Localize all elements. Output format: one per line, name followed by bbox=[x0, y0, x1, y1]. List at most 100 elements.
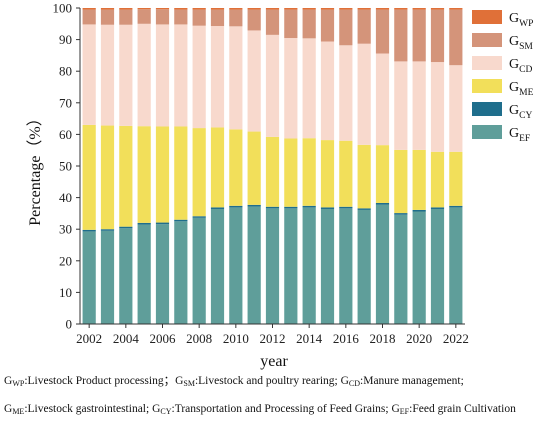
bar-ef-2008 bbox=[192, 217, 206, 324]
bar-sm-2006 bbox=[155, 9, 170, 25]
bar-cd-2022 bbox=[449, 65, 463, 152]
bar-wp-2009 bbox=[210, 8, 225, 10]
bar-me-2008 bbox=[192, 128, 206, 217]
bar-me-2016 bbox=[339, 140, 353, 207]
bar-me-2012 bbox=[265, 136, 280, 207]
bar-sm-2011 bbox=[247, 9, 261, 31]
bar-cy-2010 bbox=[229, 205, 243, 208]
caption-term-me: GME:Livestock gastrointestinal; bbox=[4, 403, 153, 416]
bar-sm-2012 bbox=[265, 9, 280, 35]
bar-wp-2017 bbox=[357, 8, 371, 10]
x-tick-label: 2018 bbox=[370, 331, 396, 346]
bar-cd-2006 bbox=[155, 24, 170, 127]
caption-term-ef: GEF:Feed grain Cultivation bbox=[391, 403, 516, 416]
bar-me-2007 bbox=[174, 126, 188, 220]
x-tick-label: 2006 bbox=[150, 331, 177, 346]
x-tick-label: 2010 bbox=[223, 331, 249, 346]
bar-me-2003 bbox=[100, 125, 115, 230]
bar-wp-2008 bbox=[192, 8, 206, 10]
bar-cd-2014 bbox=[302, 38, 316, 139]
legend-swatch-me bbox=[472, 79, 502, 93]
bar-cy-2015 bbox=[320, 207, 335, 209]
caption-term-sm: GSM:Livestock and poultry rearing; bbox=[175, 375, 341, 388]
bar-me-2021 bbox=[430, 151, 445, 208]
bar-wp-2015 bbox=[320, 8, 335, 10]
bar-cd-2013 bbox=[284, 38, 298, 139]
bar-ef-2014 bbox=[302, 207, 316, 324]
legend-label-sm: GSM bbox=[509, 34, 533, 52]
bar-cy-2002 bbox=[82, 229, 96, 232]
bar-cd-2012 bbox=[265, 34, 280, 137]
bar-sm-2008 bbox=[192, 9, 206, 26]
bar-sm-2022 bbox=[449, 9, 463, 66]
bar-sm-2003 bbox=[100, 9, 115, 25]
bar-cd-2017 bbox=[357, 43, 371, 145]
bar-ef-2015 bbox=[320, 208, 335, 324]
bar-cy-2013 bbox=[284, 206, 298, 209]
bar-me-2006 bbox=[155, 126, 170, 223]
y-tick-label: 40 bbox=[59, 190, 72, 205]
bar-wp-2019 bbox=[394, 8, 408, 10]
x-tick-label: 2008 bbox=[186, 331, 212, 346]
bar-ef-2021 bbox=[430, 208, 445, 324]
bar-wp-2020 bbox=[412, 8, 426, 10]
y-tick-label: 90 bbox=[59, 32, 72, 47]
bar-sm-2005 bbox=[137, 9, 151, 24]
y-tick-label: 0 bbox=[66, 317, 73, 332]
bar-wp-2012 bbox=[265, 8, 280, 10]
bar-cd-2018 bbox=[375, 53, 390, 146]
bar-me-2011 bbox=[247, 131, 261, 205]
caption-term-cd: GCD:Manure management; bbox=[340, 375, 464, 388]
caption-line-1: GWP:Livestock Product processing；GSM:Liv… bbox=[4, 372, 464, 388]
legend-label-cy: GCY bbox=[509, 103, 532, 121]
bar-cy-2017 bbox=[357, 208, 371, 210]
bar-ef-2020 bbox=[412, 211, 426, 324]
bar-cy-2007 bbox=[174, 219, 188, 222]
x-tick-label: 2020 bbox=[406, 331, 432, 346]
bar-me-2013 bbox=[284, 138, 298, 207]
bar-sm-2018 bbox=[375, 9, 390, 54]
bar-cy-2021 bbox=[430, 207, 445, 209]
bar-ef-2006 bbox=[155, 224, 170, 324]
bar-me-2017 bbox=[357, 144, 371, 209]
legend-swatch-ef bbox=[472, 125, 502, 139]
bar-cy-2022 bbox=[449, 205, 463, 208]
bar-wp-2007 bbox=[174, 8, 188, 10]
legend-swatch-cy bbox=[472, 102, 502, 116]
bar-cy-2006 bbox=[155, 222, 170, 225]
bar-me-2015 bbox=[320, 140, 335, 208]
caption-term-cy: GCY:Transportation and Processing of Fee… bbox=[152, 403, 392, 416]
bar-sm-2004 bbox=[119, 9, 133, 25]
x-axis-title: year bbox=[260, 353, 288, 370]
bar-cd-2009 bbox=[210, 26, 225, 128]
bars bbox=[82, 8, 463, 324]
bar-cy-2020 bbox=[412, 209, 426, 212]
bar-wp-2022 bbox=[449, 8, 463, 10]
bar-cy-2019 bbox=[394, 213, 408, 215]
bar-ef-2019 bbox=[394, 214, 408, 324]
bar-cy-2008 bbox=[192, 216, 206, 218]
bar-sm-2009 bbox=[210, 9, 225, 27]
bar-cd-2020 bbox=[412, 61, 426, 150]
bar-cd-2010 bbox=[229, 26, 243, 130]
bar-cy-2005 bbox=[137, 222, 151, 225]
bar-ef-2010 bbox=[229, 207, 243, 324]
x-tick-label: 2004 bbox=[113, 331, 140, 346]
bar-cd-2004 bbox=[119, 24, 133, 126]
axes: 0 10 20 30 40 50 60 70 80 90 100 2002 2004 2006 2008 20… bbox=[53, 1, 469, 347]
bar-sm-2020 bbox=[412, 9, 426, 62]
bar-me-2019 bbox=[394, 149, 408, 214]
y-tick-label: 50 bbox=[59, 159, 72, 174]
legend-label-cd: GCD bbox=[509, 57, 532, 75]
legend-label-ef: GEF bbox=[509, 126, 530, 144]
bar-wp-2010 bbox=[229, 8, 243, 10]
bar-sm-2017 bbox=[357, 9, 371, 44]
caption-line-2: GME:Livestock gastrointestinal; GCY:Tran… bbox=[4, 403, 516, 416]
y-tick-label: 100 bbox=[53, 1, 73, 16]
bar-wp-2016 bbox=[339, 8, 353, 10]
bar-cy-2018 bbox=[375, 202, 390, 205]
bar-cd-2011 bbox=[247, 30, 261, 132]
bar-sm-2013 bbox=[284, 9, 298, 39]
bar-me-2018 bbox=[375, 145, 390, 203]
bar-ef-2012 bbox=[265, 208, 280, 324]
